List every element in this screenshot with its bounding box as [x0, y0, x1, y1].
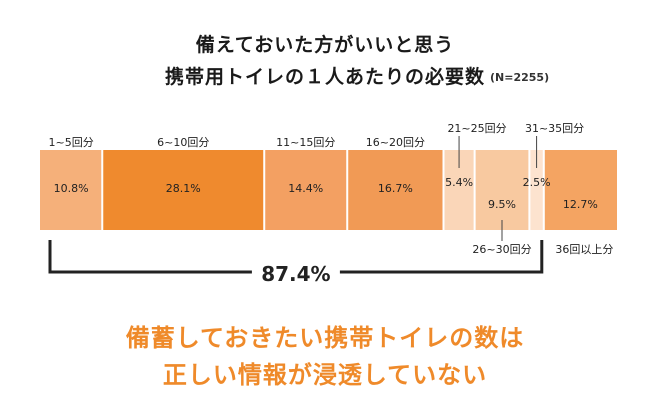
- value-label-1: 10.8%: [54, 182, 89, 195]
- bar-segment-8: [543, 150, 617, 230]
- value-label-2: 28.1%: [166, 182, 201, 195]
- category-label-4: 16~20回分: [366, 136, 425, 149]
- chart-title-line-1: 備えておいた方がいいと思う: [195, 34, 455, 56]
- value-label-3: 14.4%: [288, 182, 323, 195]
- bar-segment-3: [264, 150, 348, 230]
- category-label-3: 11~15回分: [276, 136, 335, 149]
- value-label-6: 9.5%: [488, 198, 516, 211]
- category-label-8: 36回以上分: [555, 243, 613, 256]
- bar-segment-6: [474, 150, 530, 230]
- category-label-1: 1~5回分: [49, 136, 94, 149]
- sample-size-label: (N=2255): [490, 71, 550, 84]
- category-label-7: 31~35回分: [525, 122, 584, 135]
- bar-segment-4: [347, 150, 444, 230]
- bar-segment-2: [102, 150, 265, 230]
- bracket-label-background: [251, 262, 340, 286]
- bar-segment-1: [40, 150, 103, 230]
- caption-line-1: 備蓄しておきたい携帯トイレの数は: [125, 324, 525, 352]
- value-label-8: 12.7%: [563, 198, 598, 211]
- value-label-5: 5.4%: [445, 176, 473, 189]
- category-label-5: 21~25回分: [447, 122, 506, 135]
- bar-segment-7: [529, 150, 544, 230]
- stacked-bar-chart: 10.8% 28.1% 14.4% 16.7% 5.4% 9.5% 2.5% 12.7% 1~5…: [40, 122, 617, 286]
- value-label-4: 16.7%: [378, 182, 413, 195]
- value-label-7: 2.5%: [523, 176, 551, 189]
- caption-line-2: 正しい情報が浸透していない: [162, 361, 488, 389]
- chart-title-line-2: 携帯用トイレの１人あたりの必要数: [164, 66, 485, 88]
- bracket-total-label: 87.4%: [261, 262, 330, 286]
- category-label-6: 26~30回分: [472, 243, 531, 256]
- category-label-2: 6~10回分: [157, 136, 209, 149]
